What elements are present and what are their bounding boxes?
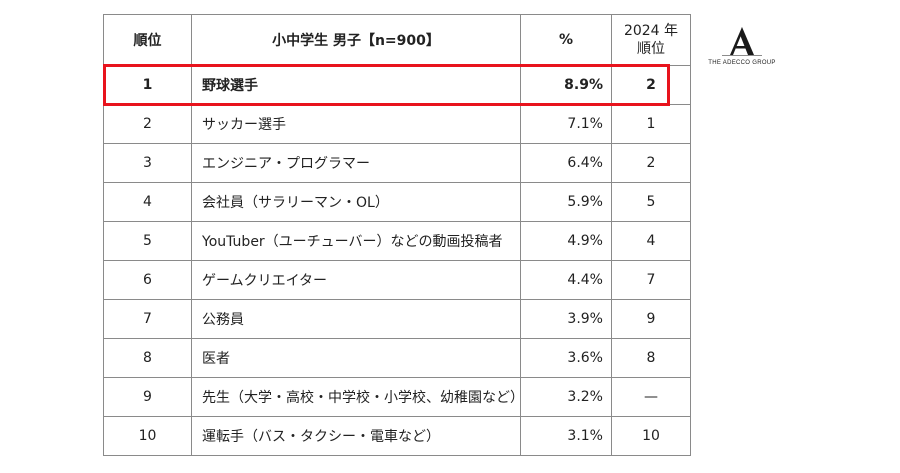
- row-occupation: エンジニア・プログラマー: [191, 143, 521, 183]
- row-rank: 4: [103, 182, 192, 222]
- table-row: 7 公務員 3.9% 9: [103, 299, 691, 339]
- row-prev-rank: 1: [611, 104, 691, 144]
- row-rank: 3: [103, 143, 192, 183]
- row-percent: 5.9%: [520, 182, 612, 222]
- row-prev-rank: 5: [611, 182, 691, 222]
- row-occupation: 会社員（サラリーマン・OL）: [191, 182, 521, 222]
- row-rank: 8: [103, 338, 192, 378]
- row-occupation: 先生（大学・高校・中学校・小学校、幼稚園など）: [191, 377, 524, 417]
- row-occupation: 医者: [191, 338, 521, 378]
- row-prev-rank: 4: [611, 221, 691, 261]
- row-occupation: サッカー選手: [191, 104, 521, 144]
- table-row: 2 サッカー選手 7.1% 1: [103, 104, 691, 144]
- row-percent: 3.9%: [520, 299, 612, 339]
- row-rank: 5: [103, 221, 192, 261]
- header-year-line1: 2024 年: [623, 23, 679, 39]
- row-percent: 7.1%: [520, 104, 612, 144]
- row-rank: 1: [103, 65, 192, 105]
- row-rank: 7: [103, 299, 192, 339]
- header-year-line2: 順位: [637, 41, 665, 57]
- row-prev-rank: 10: [611, 416, 691, 456]
- row-rank: 2: [103, 104, 192, 144]
- row-occupation: ゲームクリエイター: [191, 260, 521, 300]
- row-occupation: 公務員: [191, 299, 521, 339]
- row-occupation: YouTuber（ユーチューバー）などの動画投稿者: [191, 221, 521, 261]
- row-percent: 4.9%: [520, 221, 612, 261]
- row-occupation: 野球選手: [191, 65, 521, 105]
- header-prev-year-rank: 2024 年順位: [611, 14, 691, 66]
- row-rank: 9: [103, 377, 192, 417]
- row-rank: 6: [103, 260, 192, 300]
- row-prev-rank: 8: [611, 338, 691, 378]
- row-percent: 8.9%: [520, 65, 612, 105]
- row-occupation: 運転手（バス・タクシー・電車など）: [191, 416, 521, 456]
- table-row: 9 先生（大学・高校・中学校・小学校、幼稚園など） 3.2% —: [103, 377, 691, 417]
- table-row: 10 運転手（バス・タクシー・電車など） 3.1% 10: [103, 416, 691, 456]
- logo-text: THE ADECCO GROUP: [708, 60, 776, 66]
- header-rank: 順位: [103, 14, 192, 66]
- header-category: 小中学生 男子【n=900】: [191, 14, 521, 66]
- table-row: 1 野球選手 8.9% 2: [103, 65, 691, 105]
- row-percent: 3.6%: [520, 338, 612, 378]
- row-percent: 3.2%: [520, 377, 612, 417]
- row-percent: 6.4%: [520, 143, 612, 183]
- row-percent: 3.1%: [520, 416, 612, 456]
- adecco-logo: THE ADECCO GROUP: [700, 26, 784, 72]
- table-row: 5 YouTuber（ユーチューバー）などの動画投稿者 4.9% 4: [103, 221, 691, 261]
- table-header-row: 順位 小中学生 男子【n=900】 % 2024 年順位: [103, 14, 691, 66]
- row-percent: 4.4%: [520, 260, 612, 300]
- adecco-a-logo-icon: [722, 27, 762, 56]
- ranking-table: 順位 小中学生 男子【n=900】 % 2024 年順位 1 野球選手 8.9%…: [103, 14, 691, 456]
- row-prev-rank: —: [611, 377, 691, 417]
- header-percent: %: [520, 14, 612, 66]
- row-rank: 10: [103, 416, 192, 456]
- row-prev-rank: 7: [611, 260, 691, 300]
- row-prev-rank: 2: [611, 143, 691, 183]
- table-row: 3 エンジニア・プログラマー 6.4% 2: [103, 143, 691, 183]
- table-row: 4 会社員（サラリーマン・OL） 5.9% 5: [103, 182, 691, 222]
- table-row: 6 ゲームクリエイター 4.4% 7: [103, 260, 691, 300]
- row-prev-rank: 9: [611, 299, 691, 339]
- table-row: 8 医者 3.6% 8: [103, 338, 691, 378]
- row-prev-rank: 2: [611, 65, 691, 105]
